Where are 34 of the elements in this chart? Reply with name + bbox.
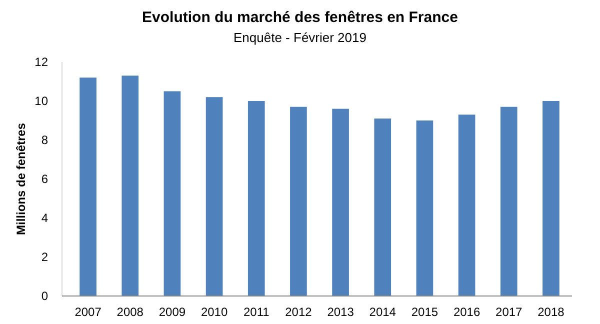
bar bbox=[164, 91, 181, 296]
bar bbox=[458, 114, 476, 296]
y-tick-label: 0 bbox=[41, 289, 48, 304]
x-tick-label: 2010 bbox=[200, 305, 228, 319]
bar bbox=[542, 101, 560, 296]
y-tick-label: 4 bbox=[41, 211, 48, 226]
x-tick-label: 2015 bbox=[411, 305, 438, 319]
x-tick-label: 2008 bbox=[116, 305, 144, 319]
x-tick-label: 2014 bbox=[369, 305, 396, 319]
chart-subtitle: Enquête - Février 2019 bbox=[234, 30, 366, 45]
x-tick-label: 2013 bbox=[327, 305, 354, 319]
bar bbox=[500, 106, 518, 296]
x-tick-label: 2009 bbox=[158, 305, 186, 319]
y-tick-label: 6 bbox=[41, 172, 48, 186]
y-tick-label: 10 bbox=[34, 94, 48, 108]
bar bbox=[374, 118, 392, 296]
bar bbox=[80, 78, 96, 296]
y-axis-title: Millions de fenêtres bbox=[14, 122, 28, 236]
y-tick-label: 12 bbox=[34, 55, 48, 70]
bar bbox=[206, 97, 223, 296]
bar bbox=[332, 108, 349, 296]
x-tick-label: 2011 bbox=[243, 305, 270, 319]
y-tick-label: 2 bbox=[41, 250, 48, 264]
x-tick-label: 2017 bbox=[496, 305, 523, 319]
x-tick-label: 2016 bbox=[453, 305, 480, 319]
bar bbox=[416, 120, 434, 296]
x-tick-label: 2007 bbox=[74, 305, 102, 319]
y-tick-label: 8 bbox=[41, 133, 48, 148]
x-tick-label: 2018 bbox=[538, 305, 565, 319]
chart-title: Evolution du marché des fenêtres en France bbox=[142, 9, 458, 26]
bar bbox=[248, 101, 265, 296]
bar bbox=[290, 106, 307, 296]
bar bbox=[122, 76, 139, 296]
x-tick-label: 2012 bbox=[285, 305, 312, 319]
